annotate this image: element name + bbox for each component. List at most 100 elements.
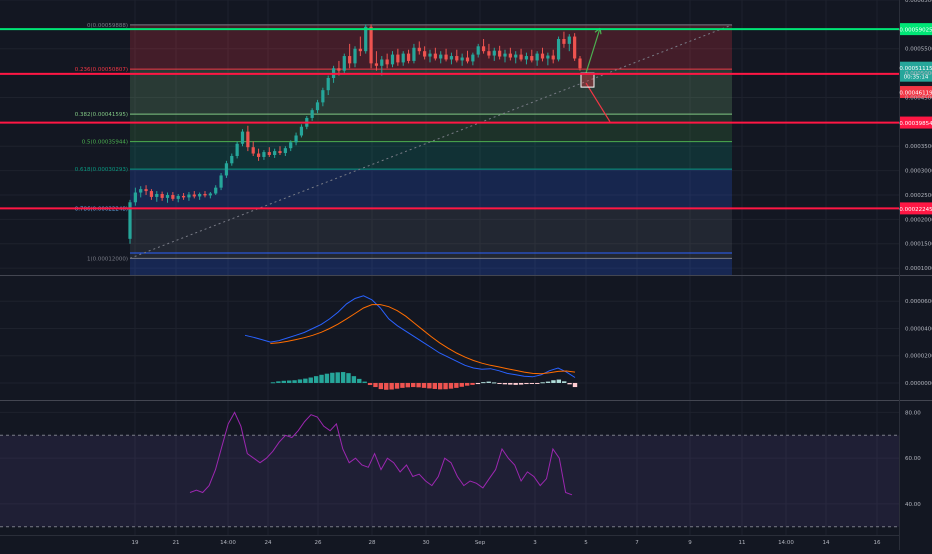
price-axis-label: 0.00045000	[905, 95, 932, 101]
price-axis-label: 0.00015000	[905, 242, 932, 248]
candle	[278, 151, 281, 153]
candle	[294, 136, 297, 143]
macd-histogram-bar	[567, 383, 571, 384]
macd-histogram-bar	[309, 378, 313, 383]
candle	[236, 144, 239, 156]
macd-histogram-bar	[573, 383, 577, 387]
macd-histogram-bar	[476, 383, 480, 384]
candle	[214, 188, 217, 194]
macd-histogram-bar	[427, 383, 431, 388]
candle	[525, 56, 528, 59]
candle	[225, 163, 228, 175]
candle	[230, 156, 233, 163]
candle	[391, 55, 394, 65]
macd-histogram-bar	[422, 383, 426, 388]
macd-axis-label: 0.00006000	[905, 299, 932, 305]
candle	[150, 191, 153, 197]
candle	[182, 196, 185, 197]
candle	[316, 102, 319, 110]
candle	[219, 175, 222, 187]
macd-histogram-bar	[389, 383, 393, 390]
macd-histogram-bar	[362, 382, 366, 383]
candle	[487, 51, 490, 55]
price-axis-label: 0.00065000	[905, 0, 932, 4]
price-axis-label: 0.00050000	[905, 71, 932, 77]
candle	[482, 46, 485, 51]
macd-line	[245, 296, 575, 378]
candle	[252, 147, 255, 153]
candle	[498, 51, 501, 57]
candle	[134, 193, 137, 203]
candle	[418, 48, 421, 51]
candle	[402, 54, 405, 63]
macd-histogram-bar	[282, 381, 286, 383]
candle	[546, 56, 549, 59]
macd-histogram-bar	[454, 383, 458, 388]
candle	[321, 90, 324, 102]
fib-label: 0.618(0.00030293)	[75, 167, 128, 173]
macd-histogram-bar	[373, 383, 377, 387]
candle	[327, 78, 330, 90]
macd-histogram-bar	[400, 383, 404, 388]
candle	[257, 154, 260, 157]
candle	[428, 54, 431, 57]
macd-histogram-bar	[406, 383, 410, 387]
time-axis-label: 14	[823, 540, 830, 546]
candle	[155, 194, 158, 197]
macd-axis-label: 0.00000000	[905, 381, 932, 387]
candle	[519, 55, 522, 60]
candle	[380, 59, 383, 65]
level-price-label: 0.00059025	[899, 28, 932, 34]
macd-histogram-bar	[433, 383, 437, 389]
fib-label: 0.5(0.00035944)	[82, 140, 128, 146]
macd-histogram-bar	[508, 383, 512, 385]
macd-line	[270, 305, 575, 374]
rsi-band	[0, 435, 899, 526]
candle	[541, 54, 544, 59]
candle	[375, 63, 378, 65]
candle	[471, 55, 474, 62]
macd-histogram-bar	[368, 383, 372, 385]
time-axis-label: 14:00	[220, 540, 236, 546]
candle	[530, 56, 533, 60]
candle	[568, 37, 571, 44]
marker-box	[581, 73, 594, 87]
candle	[493, 51, 496, 56]
fib-zone	[130, 208, 732, 258]
candle	[450, 56, 453, 59]
macd-axis-label: 0.00004000	[905, 326, 932, 332]
macd-histogram-bar	[319, 375, 323, 383]
macd-histogram-bar	[530, 383, 534, 384]
macd-histogram-bar	[346, 373, 350, 383]
candle	[198, 194, 201, 196]
macd-histogram-bar	[276, 381, 280, 383]
macd-histogram-bar	[535, 383, 539, 384]
macd-histogram-bar	[492, 382, 496, 383]
fib-label: 0(0.00059888)	[87, 23, 128, 29]
candle	[552, 56, 555, 60]
candle	[396, 55, 399, 63]
candle	[343, 56, 346, 71]
macd-histogram-bar	[303, 379, 307, 383]
rsi-axis-label: 40.00	[905, 502, 921, 508]
fib-zone	[130, 142, 732, 170]
macd-histogram-bar	[336, 372, 340, 383]
candle	[364, 27, 367, 51]
candle	[241, 132, 244, 144]
time-axis-label: 9	[688, 540, 692, 546]
macd-histogram-bar	[416, 383, 420, 387]
macd-histogram-bar	[470, 383, 474, 385]
macd-histogram-bar	[546, 382, 550, 383]
candle	[439, 55, 442, 59]
price-axis-label: 0.00020000	[905, 217, 932, 223]
macd-histogram-bar	[352, 376, 356, 383]
candle	[268, 152, 271, 155]
macd-histogram-bar	[357, 379, 361, 383]
fib-label: 1(0.00012000)	[87, 256, 128, 262]
macd-histogram-bar	[330, 373, 334, 383]
macd-histogram-bar	[557, 380, 561, 383]
candle	[353, 49, 356, 64]
time-axis-label: 26	[315, 540, 322, 546]
macd-histogram-bar	[271, 382, 275, 383]
